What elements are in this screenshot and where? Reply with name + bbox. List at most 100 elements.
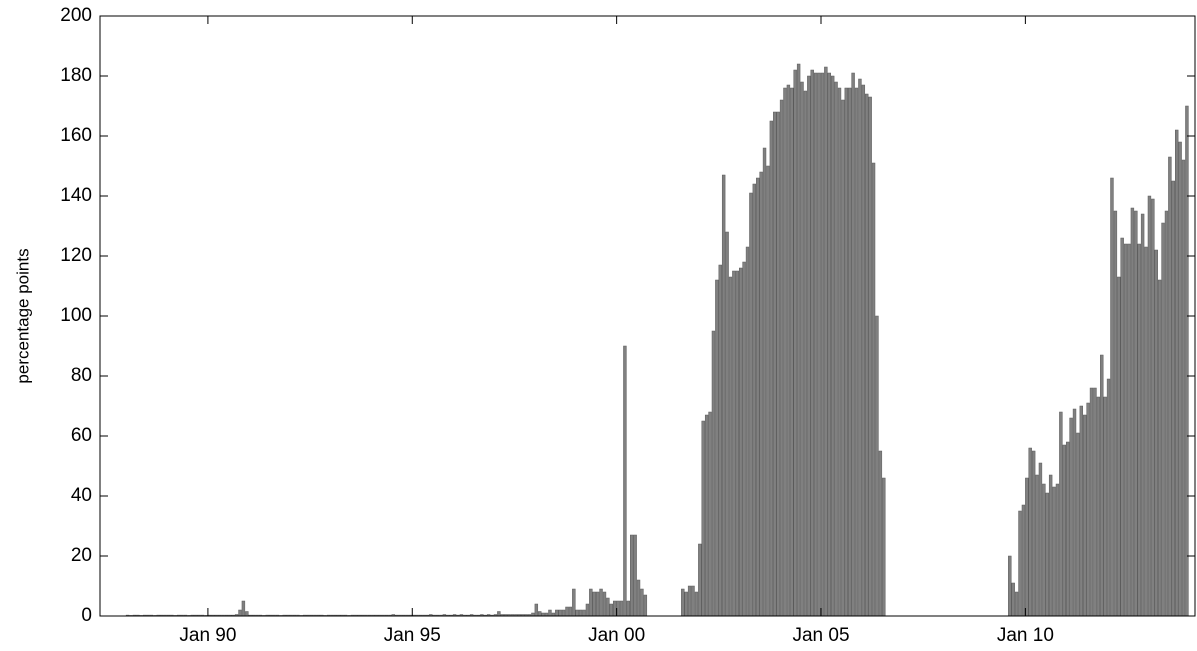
bar xyxy=(572,588,576,617)
bar xyxy=(718,264,722,617)
bar xyxy=(606,597,610,617)
bar xyxy=(871,162,876,617)
bar xyxy=(548,609,552,617)
bar xyxy=(1038,462,1043,617)
bar xyxy=(1018,510,1022,617)
bar xyxy=(1014,591,1019,617)
bar xyxy=(715,279,719,617)
axes: 0 20 40 60 80 100 120 140 160 180 200 Jan 90 Jan 95 J… xyxy=(60,5,1195,646)
bar xyxy=(1157,279,1162,617)
bar xyxy=(1035,474,1039,617)
bar xyxy=(779,99,784,617)
bar xyxy=(756,177,760,617)
plot-frame xyxy=(99,15,1196,617)
bar xyxy=(773,111,777,617)
bar xyxy=(1181,159,1186,617)
bar xyxy=(813,72,818,617)
bar xyxy=(1110,177,1114,617)
bar xyxy=(582,609,586,617)
bar xyxy=(687,585,692,617)
bar xyxy=(708,411,712,617)
bar xyxy=(1042,483,1046,617)
bar xyxy=(1117,276,1121,617)
bar xyxy=(732,270,736,617)
bar xyxy=(783,87,787,617)
x-tick-label: Jan 10 xyxy=(997,625,1054,646)
bar xyxy=(711,330,716,617)
bar xyxy=(1147,195,1152,617)
bar xyxy=(1059,411,1063,617)
y-tick-label: 120 xyxy=(60,245,92,266)
bar xyxy=(555,609,559,617)
bar xyxy=(704,414,709,617)
bar xyxy=(698,543,702,617)
bar xyxy=(1100,354,1104,617)
bar xyxy=(766,165,770,617)
bar xyxy=(1106,378,1111,617)
y-tick-label: 160 xyxy=(60,125,92,146)
bar xyxy=(800,81,804,617)
y-tick-label: 180 xyxy=(60,65,92,86)
x-tick-label: Jan 05 xyxy=(792,625,849,646)
bar xyxy=(759,171,763,617)
y-tick-label: 140 xyxy=(60,185,92,206)
y-tick-label: 100 xyxy=(60,305,92,326)
bar xyxy=(1062,444,1067,617)
bar xyxy=(865,93,869,617)
bar xyxy=(1076,432,1080,617)
bar xyxy=(578,609,583,617)
bar xyxy=(749,192,753,617)
bar xyxy=(1045,492,1049,617)
bars xyxy=(125,63,1189,617)
bar xyxy=(848,87,852,617)
bar xyxy=(612,600,617,617)
bar xyxy=(837,87,842,617)
bar xyxy=(640,588,644,617)
bar xyxy=(585,603,590,617)
bar xyxy=(1031,450,1036,617)
bar xyxy=(1072,408,1077,617)
bar xyxy=(834,81,838,617)
bar xyxy=(790,87,794,617)
bar xyxy=(878,450,883,617)
bar xyxy=(1154,249,1158,617)
bar xyxy=(820,72,825,617)
bar xyxy=(1120,237,1124,617)
bar xyxy=(796,63,801,617)
bar xyxy=(694,591,699,617)
bar xyxy=(681,588,685,617)
x-tick-label: Jan 00 xyxy=(588,625,645,646)
bar xyxy=(807,75,811,617)
bar xyxy=(633,534,637,617)
bar xyxy=(558,609,562,617)
bar xyxy=(1130,207,1135,617)
y-tick-label: 200 xyxy=(60,5,92,26)
bar xyxy=(636,579,641,617)
bar xyxy=(1093,387,1097,617)
bar xyxy=(1137,243,1141,617)
bar xyxy=(841,99,845,617)
bar xyxy=(630,534,634,617)
bar xyxy=(776,111,780,617)
bar xyxy=(1096,396,1101,617)
bar xyxy=(1175,129,1179,617)
bar xyxy=(861,84,866,617)
bar xyxy=(1011,582,1015,617)
bar xyxy=(868,96,872,617)
bar xyxy=(1113,210,1118,617)
bar xyxy=(1086,402,1090,617)
bar xyxy=(626,600,631,617)
bar xyxy=(824,66,828,617)
bar xyxy=(803,90,808,617)
bar xyxy=(1079,405,1084,617)
bar xyxy=(575,609,579,617)
bar xyxy=(238,609,242,617)
x-tick-label: Jan 90 xyxy=(179,625,236,646)
bar xyxy=(854,87,859,617)
bar xyxy=(241,600,246,617)
y-tick-label: 40 xyxy=(71,485,92,506)
bar xyxy=(1178,141,1182,617)
bar xyxy=(609,603,613,617)
bar xyxy=(1028,447,1032,617)
